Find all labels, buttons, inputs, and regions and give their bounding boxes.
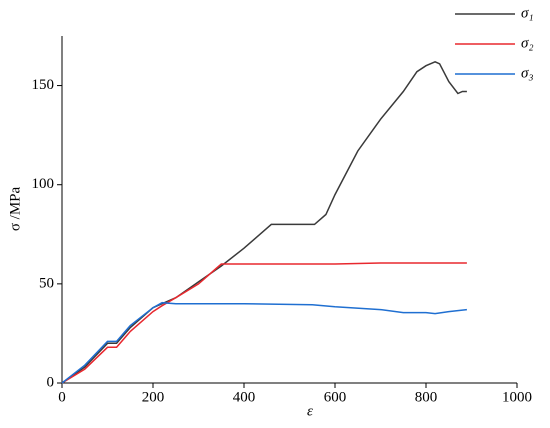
legend-label: σ₃: [521, 65, 534, 81]
y-axis-label: σ /MPa: [7, 186, 23, 231]
legend-label: σ₁: [521, 5, 534, 21]
y-tick-label: 50: [39, 275, 54, 291]
x-tick-label: 600: [324, 389, 347, 405]
y-tick-label: 0: [47, 374, 55, 390]
y-tick-label: 100: [32, 176, 55, 192]
x-axis-label: ε: [307, 403, 313, 419]
y-tick-label: 150: [32, 77, 55, 93]
series-line: [61, 262, 467, 384]
x-tick-label: 800: [415, 389, 438, 405]
x-tick-label: 0: [58, 389, 66, 405]
x-tick-label: 400: [233, 389, 256, 405]
legend-label: σ₂: [521, 35, 534, 51]
x-tick-label: 200: [142, 389, 165, 405]
series-line: [61, 60, 467, 384]
series-line: [61, 301, 467, 384]
x-tick-label: 1000: [502, 389, 532, 405]
